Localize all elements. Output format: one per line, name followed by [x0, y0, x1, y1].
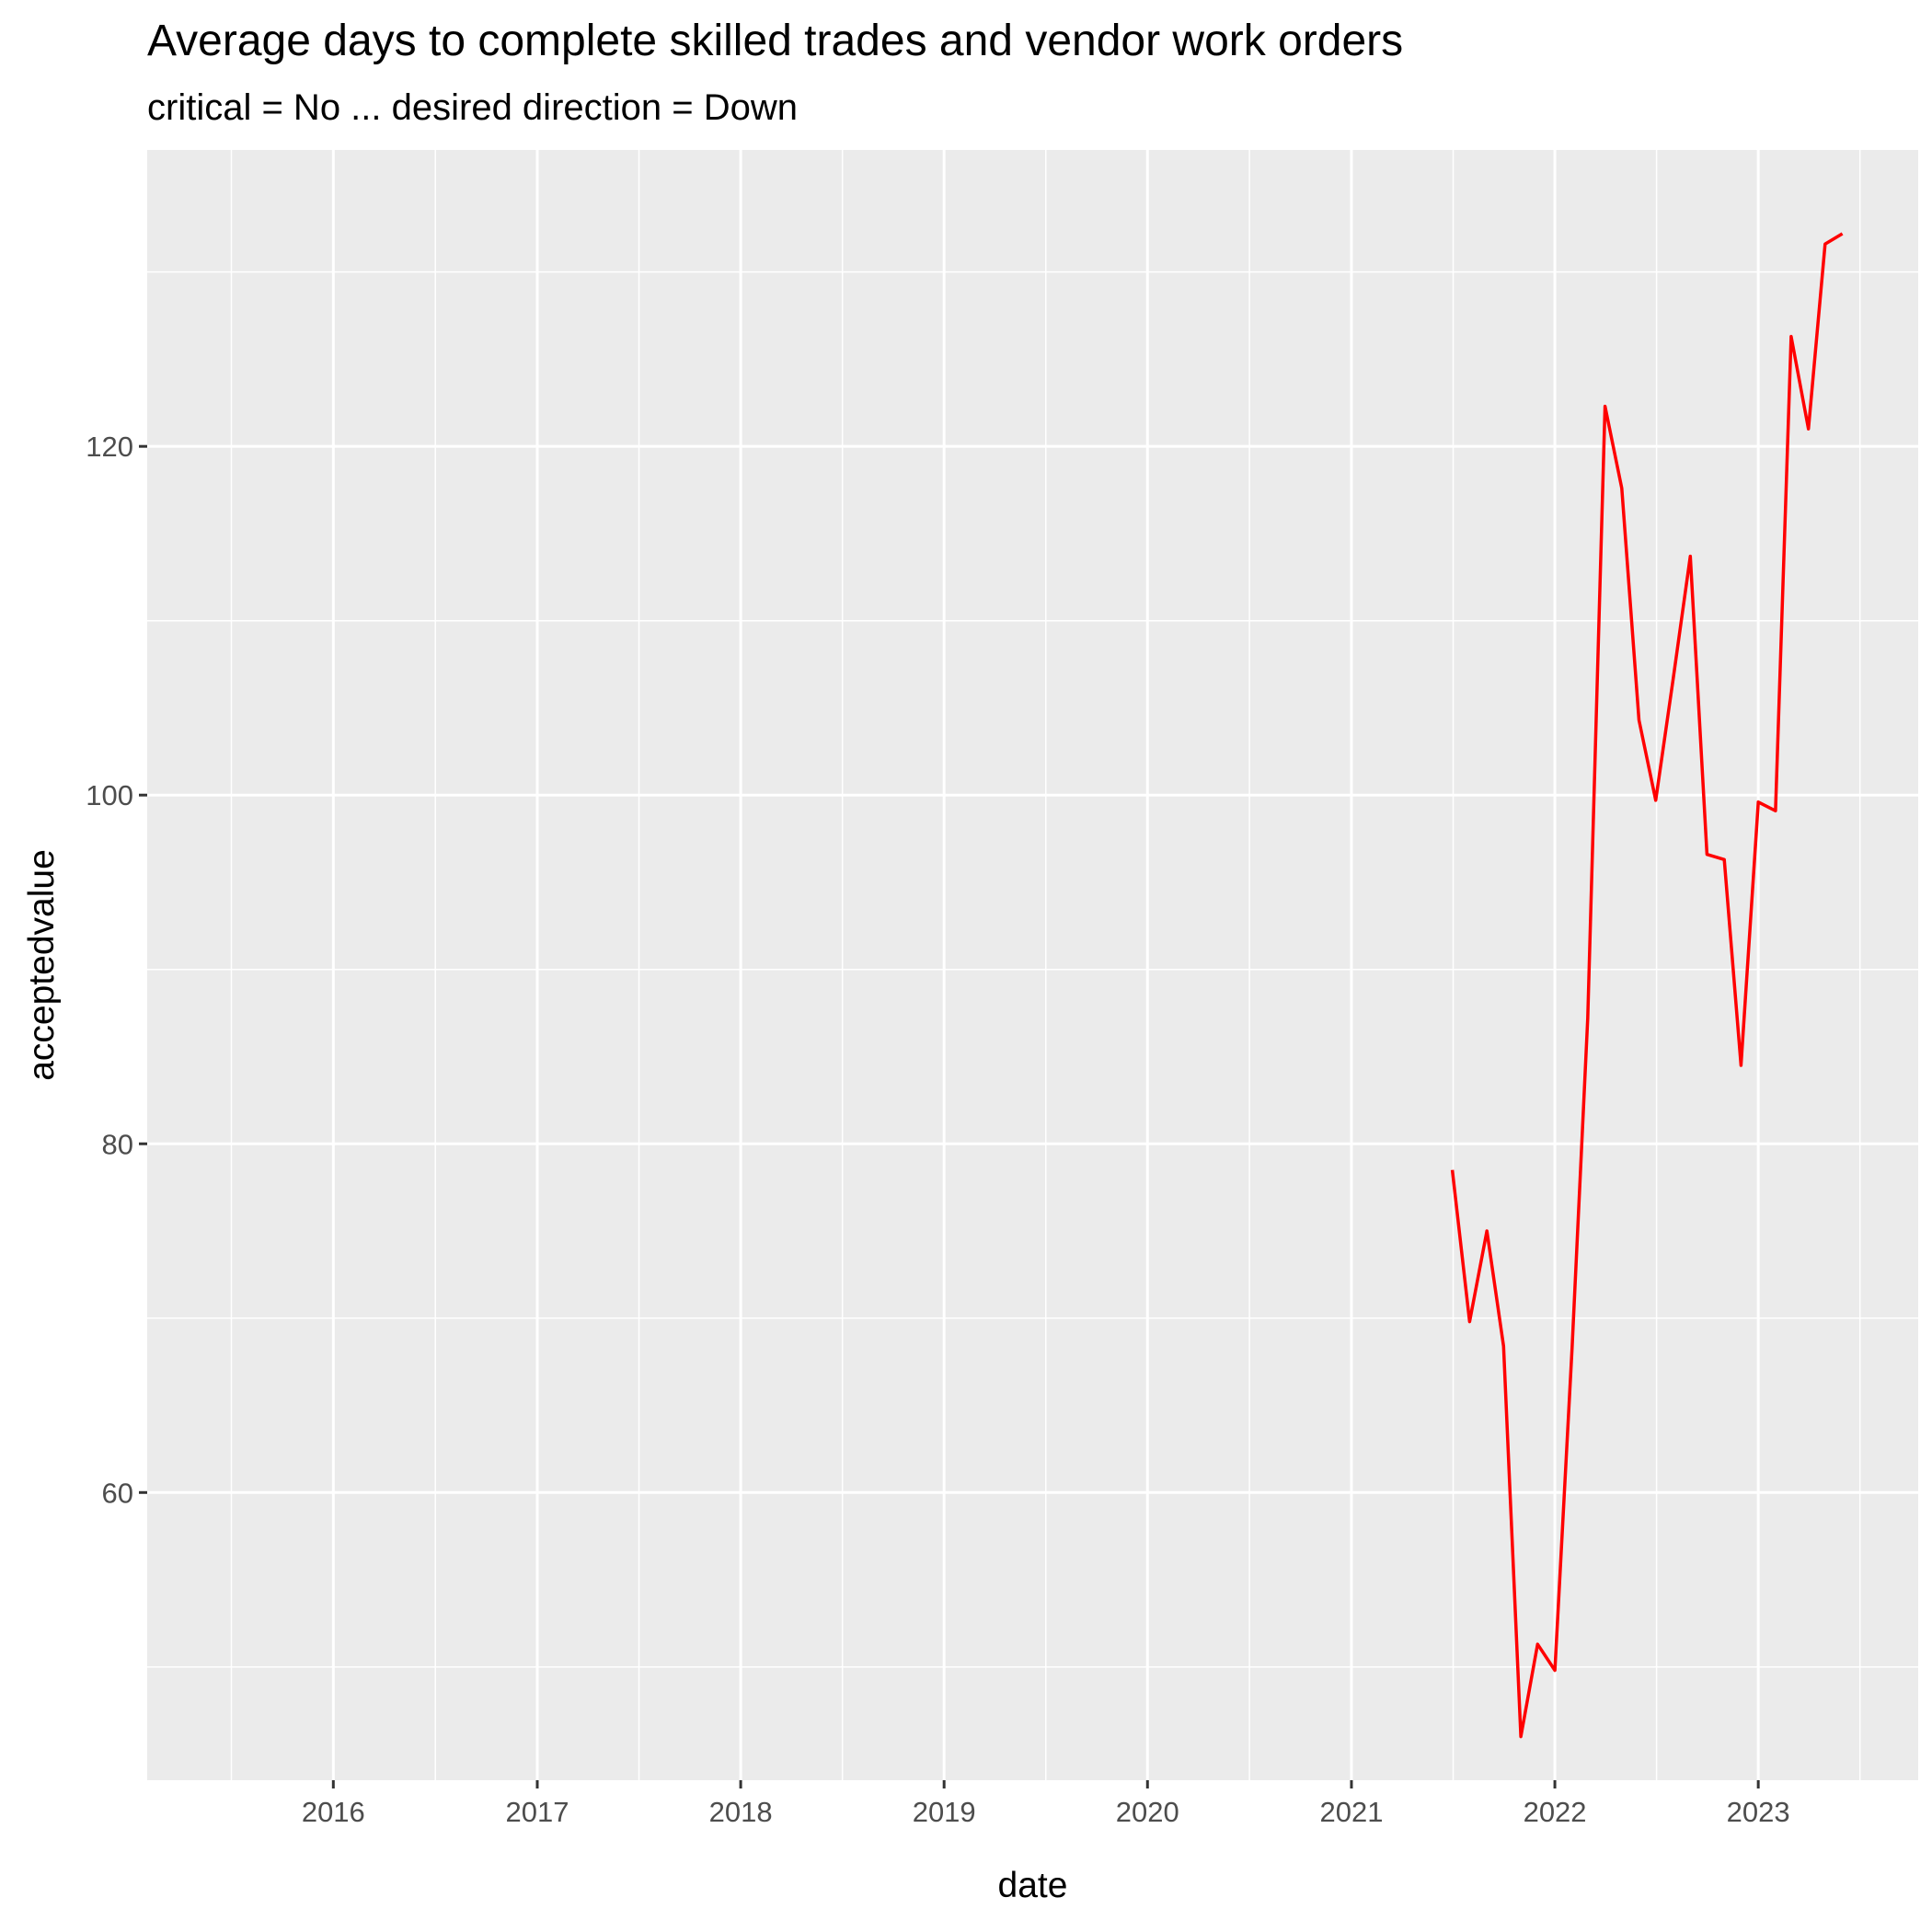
x-axis: 2016 2017 2018 2019 2020 2021 2022 2023 [302, 1780, 1790, 1828]
series-line [1450, 232, 1844, 1739]
y-tick-label: 120 [86, 431, 133, 463]
x-axis-title: date [998, 1866, 1068, 1905]
plot-panel [147, 150, 1918, 1780]
y-axis: 60 80 100 120 [86, 431, 147, 1509]
y-tick-label: 80 [102, 1128, 133, 1160]
x-tick-label: 2017 [506, 1796, 569, 1828]
x-tick-label: 2021 [1319, 1796, 1383, 1828]
x-tick-label: 2018 [709, 1796, 773, 1828]
x-tick-label: 2016 [302, 1796, 365, 1828]
series-layer [1450, 232, 1844, 1739]
y-tick-label: 60 [102, 1477, 133, 1509]
x-tick-label: 2020 [1116, 1796, 1179, 1828]
y-axis-title: acceptedvalue [22, 849, 62, 1081]
chart-title: Average days to complete skilled trades … [147, 17, 1403, 65]
x-tick-label: 2022 [1524, 1796, 1587, 1828]
x-tick-label: 2019 [913, 1796, 976, 1828]
chart-subtitle: critical = No ... desired direction = Do… [147, 87, 798, 128]
minor-gridlines [147, 150, 1918, 1780]
y-tick-label: 100 [86, 779, 133, 811]
x-tick-label: 2023 [1727, 1796, 1790, 1828]
major-gridlines [147, 150, 1918, 1780]
